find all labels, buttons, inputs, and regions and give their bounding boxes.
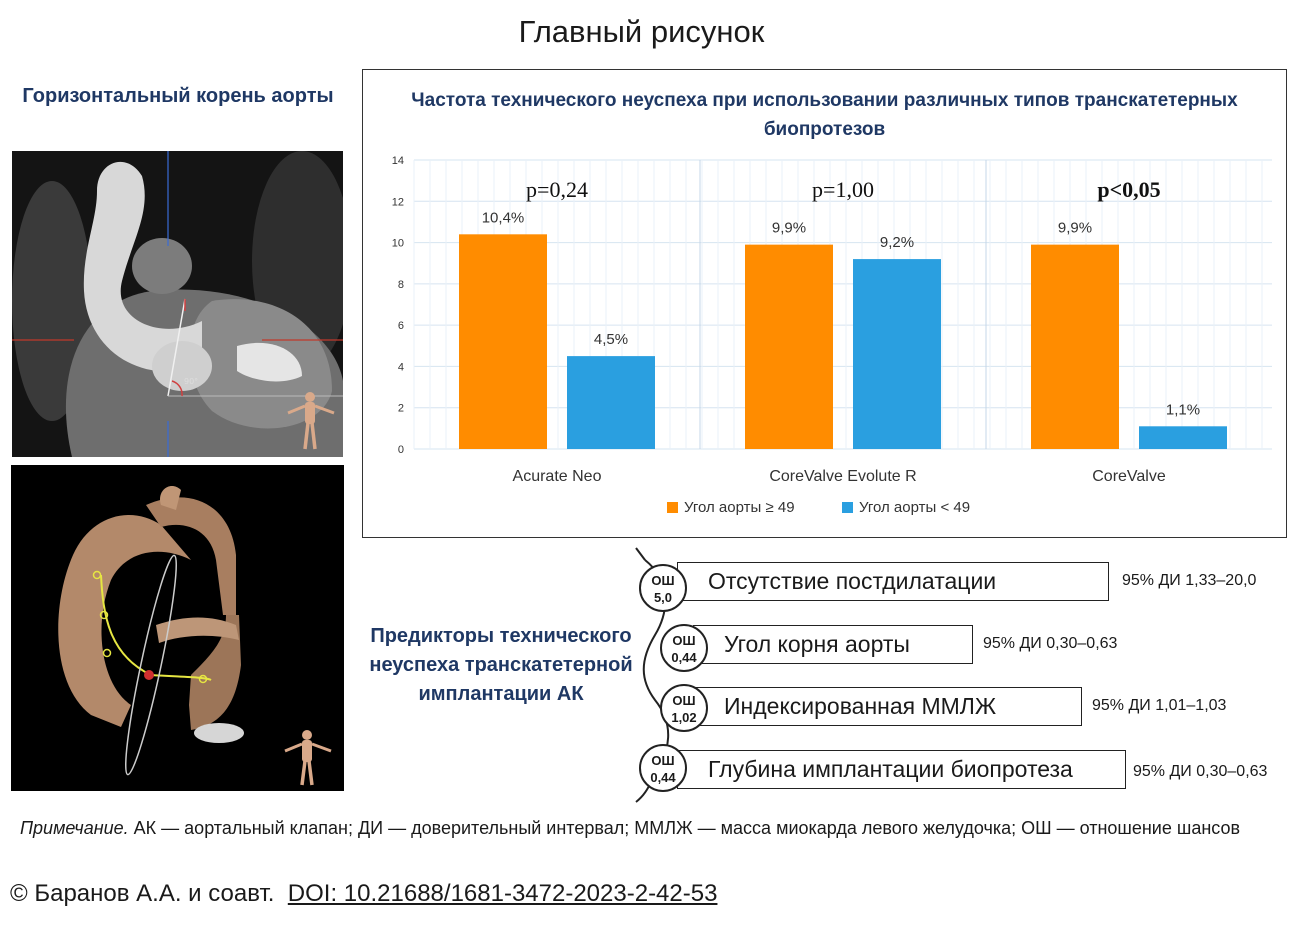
chart-title: Частота технического неуспеха при исполь…: [411, 90, 1238, 140]
y-tick-label: 12: [392, 196, 404, 208]
predictor-box-root-angle: Угол корня аорты: [693, 625, 973, 664]
predictor-ci: 95% ДИ 0,30–0,63: [983, 635, 1118, 652]
predictors-title: Предикторы технического неуспеха транска…: [369, 625, 633, 705]
bar: [459, 234, 547, 449]
legend-label: Угол аорты < 49: [859, 499, 970, 516]
or-label: ОШ: [651, 753, 675, 768]
p-value-label: p=1,00: [812, 177, 874, 202]
predictor-ci: 95% ДИ 1,33–20,0: [1122, 572, 1257, 589]
legend-swatch: [667, 502, 678, 513]
predictor-label: Индексированная ММЛЖ: [724, 693, 997, 719]
bar-chart: 0 2 4 6 8 10 12 14 10,4% 4,5% p=0,24 Acurate Neo 9,9…: [392, 155, 1272, 516]
x-tick-label: CoreValve: [1092, 468, 1166, 485]
bar: [1031, 244, 1119, 449]
y-tick-label: 10: [392, 238, 404, 250]
angle-annotation: 90°: [184, 377, 198, 386]
figure-note: Примечание. АК — аортальный клапан; ДИ —…: [20, 816, 1290, 840]
ct-image-title: Горизонтальный корень аорты: [22, 85, 334, 107]
y-tick-label: 4: [398, 361, 404, 373]
aorta-3d-render: [11, 465, 344, 791]
predictor-ci: 95% ДИ 0,30–0,63: [1133, 763, 1268, 780]
x-tick-label: CoreValve Evolute R: [769, 468, 916, 485]
data-label: 10,4%: [482, 209, 525, 226]
data-label: 9,9%: [1058, 220, 1092, 237]
legend-label: Угол аорты ≥ 49: [684, 499, 795, 516]
or-value: 5,0: [653, 590, 673, 605]
predictor-box-lvmi: Индексированная ММЛЖ: [693, 687, 1082, 726]
p-value-label: p<0,05: [1097, 177, 1160, 202]
data-label: 4,5%: [594, 331, 628, 348]
odds-ratio-badge: ОШ 0,44: [639, 744, 687, 792]
predictor-label: Глубина имплантации биопротеза: [708, 756, 1073, 782]
copyright: © Баранов А.А. и соавт. DOI: 10.21688/16…: [10, 880, 717, 908]
y-tick-label: 0: [398, 444, 404, 456]
odds-ratio-badge: ОШ 0,44: [660, 624, 708, 672]
data-label: 1,1%: [1166, 401, 1200, 418]
data-label: 9,2%: [880, 234, 914, 251]
note-prefix: Примечание.: [20, 818, 129, 838]
predictor-label: Угол корня аорты: [724, 631, 910, 657]
legend-swatch: [842, 502, 853, 513]
or-label: ОШ: [672, 693, 696, 708]
bar: [745, 244, 833, 449]
predictor-box-implant-depth: Глубина имплантации биопротеза: [677, 750, 1126, 789]
y-tick-label: 14: [392, 155, 404, 167]
predictor-ci: 95% ДИ 1,01–1,03: [1092, 697, 1227, 714]
ct-scan-image: 90°: [12, 151, 343, 457]
or-value: 0,44: [671, 650, 697, 665]
data-label: 9,9%: [772, 220, 806, 237]
doi-link[interactable]: DOI: 10.21688/1681-3472-2023-2-42-53: [287, 880, 718, 907]
note-text: АК — аортальный клапан; ДИ — доверительн…: [128, 818, 1241, 838]
bar: [1139, 426, 1227, 449]
bar: [567, 356, 655, 449]
p-value-label: p=0,24: [526, 177, 588, 202]
x-tick-label: Acurate Neo: [513, 468, 602, 485]
page-title: Главный рисунок: [518, 14, 765, 49]
or-label: ОШ: [651, 573, 675, 588]
or-value: 1,02: [671, 710, 697, 725]
or-label: ОШ: [672, 633, 696, 648]
predictor-label: Отсутствие постдилатации: [708, 568, 997, 594]
odds-ratio-badge: ОШ 5,0: [639, 564, 687, 612]
copyright-text: © Баранов А.А. и соавт.: [10, 880, 275, 907]
predictor-box-postdilation: Отсутствие постдилатации: [677, 562, 1109, 601]
bar: [853, 259, 941, 449]
odds-ratio-badge: ОШ 1,02: [660, 684, 708, 732]
y-tick-label: 2: [398, 403, 404, 415]
y-tick-label: 6: [398, 320, 404, 332]
or-value: 0,44: [650, 770, 676, 785]
y-tick-label: 8: [398, 279, 404, 291]
